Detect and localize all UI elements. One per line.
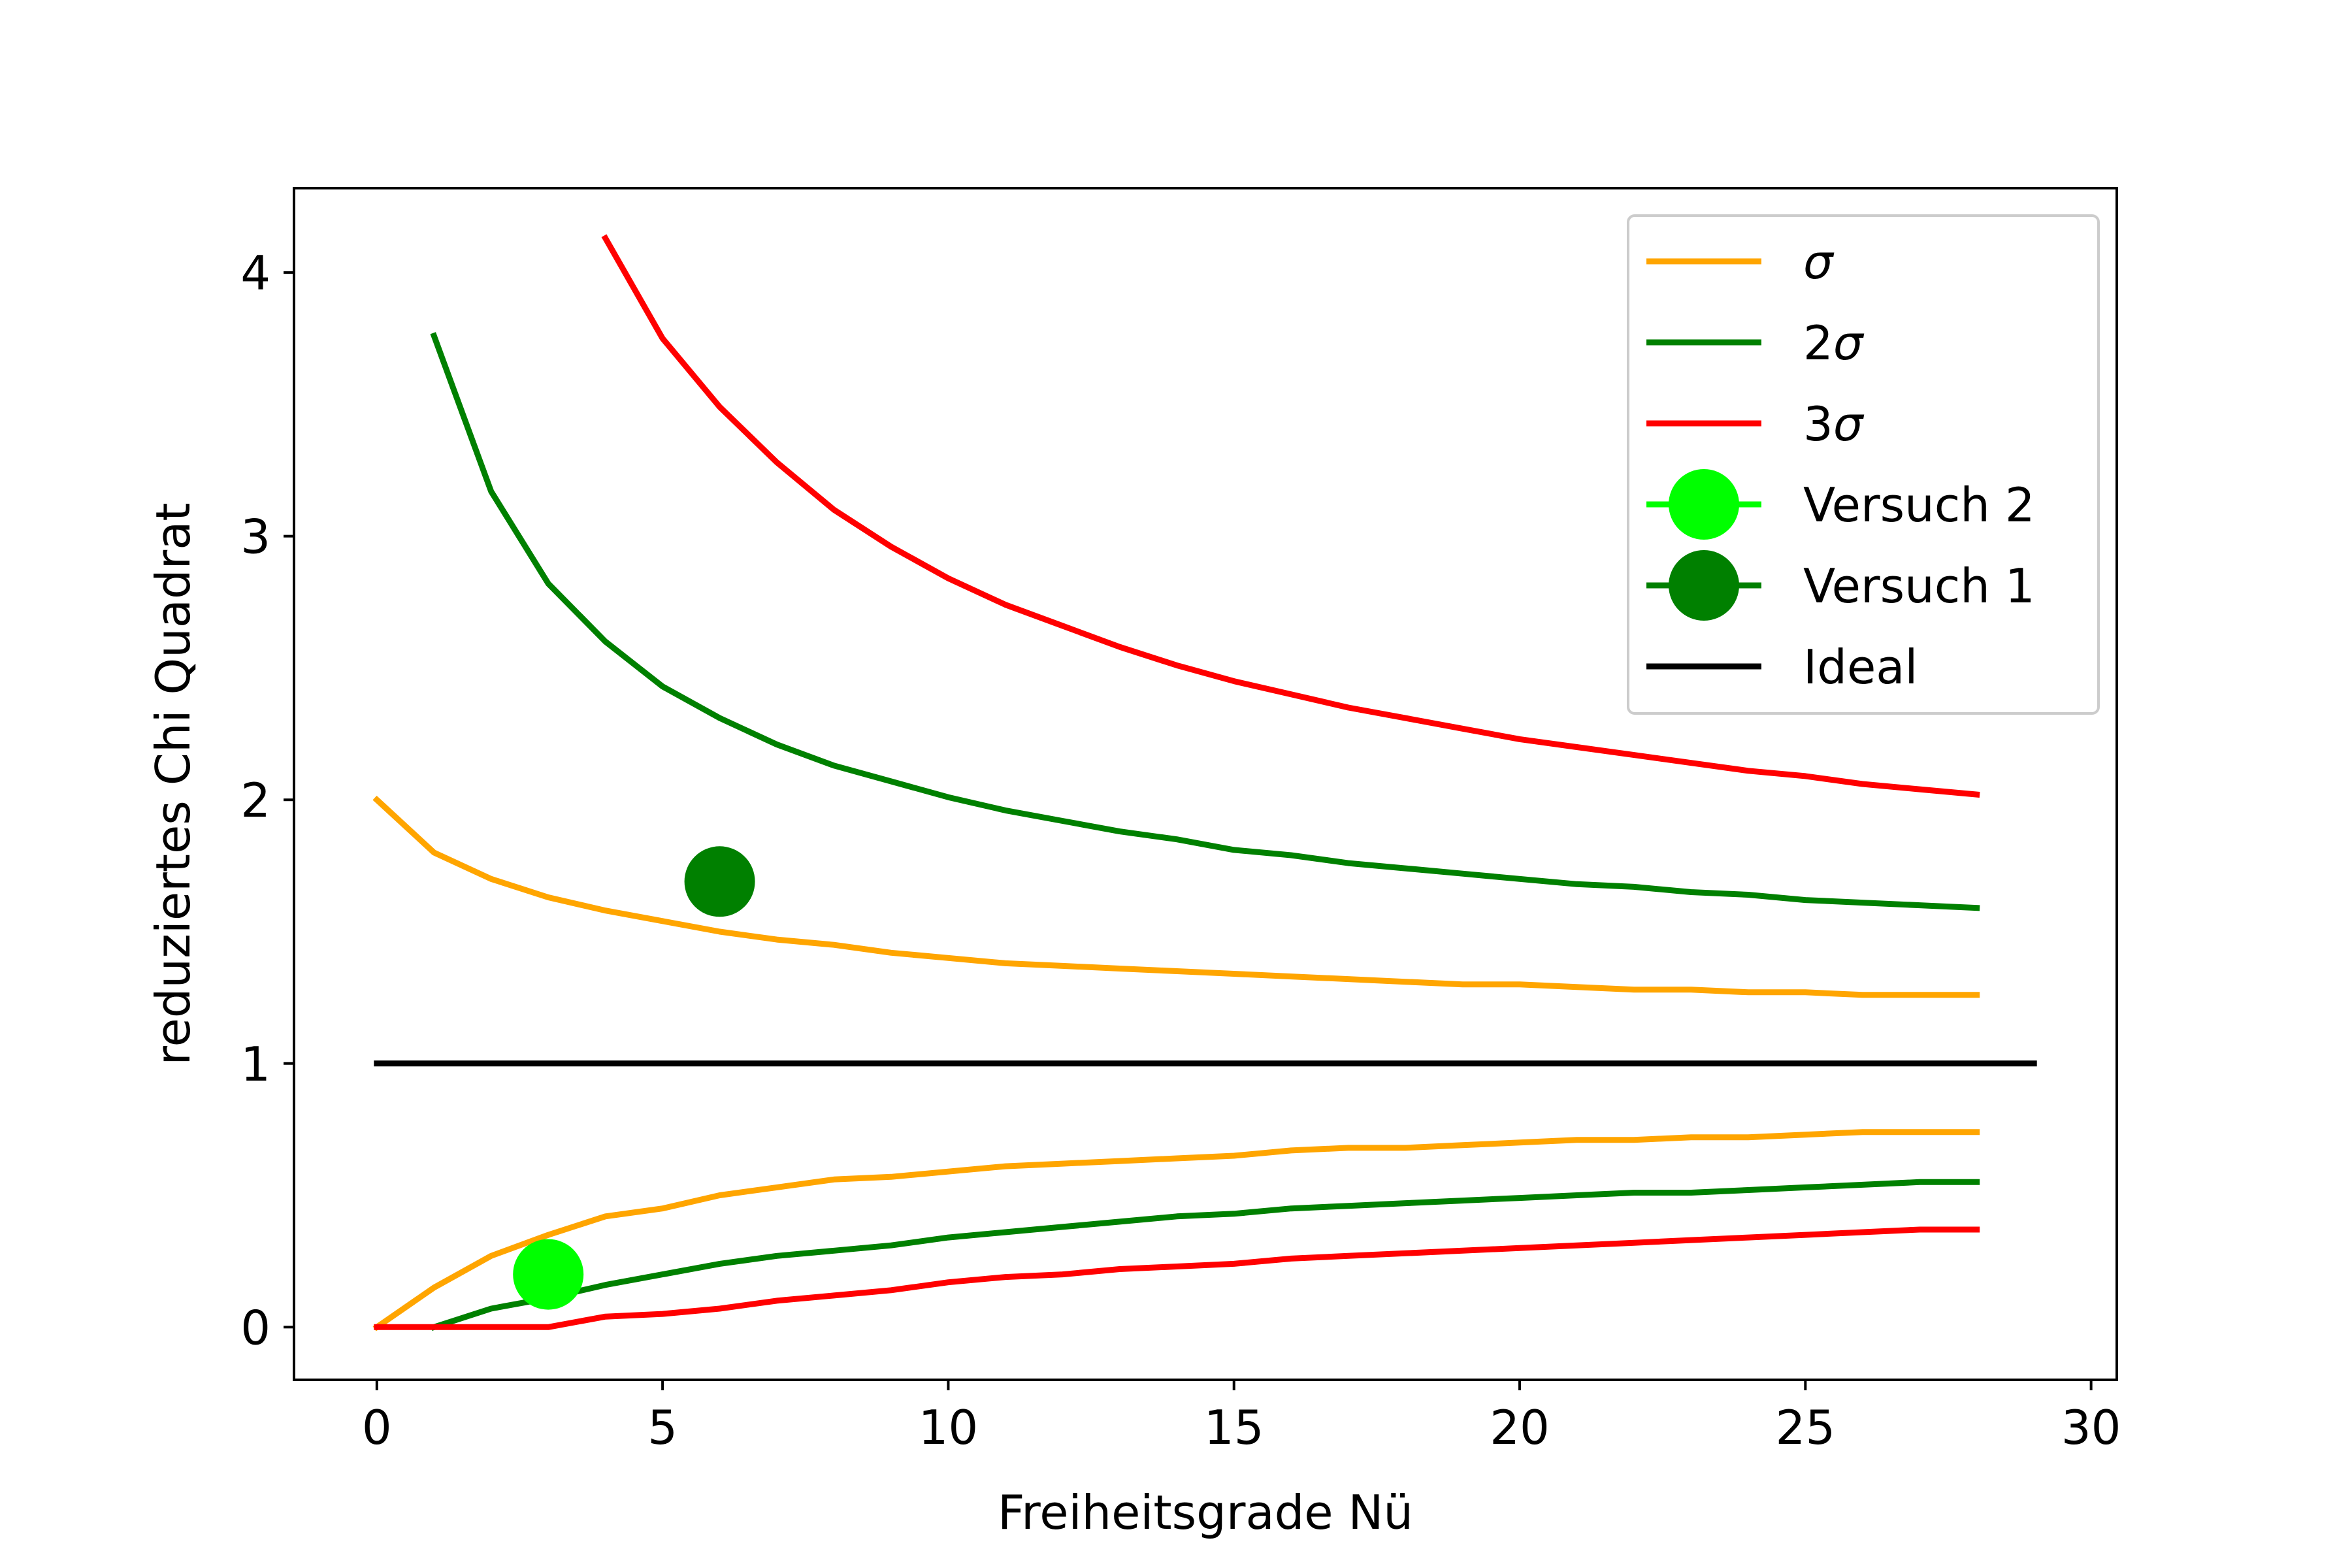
- legend-label-sigma: σ: [1803, 235, 1835, 289]
- series-line-sigma-2: [372, 1129, 1980, 1331]
- x-tick-label: 20: [1490, 1400, 1550, 1455]
- series-line-2sigma-1: [430, 332, 1980, 911]
- legend-label-3sigma: 3σ: [1803, 397, 1865, 451]
- legend-label-ideal: Ideal: [1803, 640, 1918, 694]
- plot-frame: [293, 187, 2118, 1381]
- data-point-versuch-2: [513, 1239, 584, 1310]
- x-tick-label: 0: [362, 1400, 392, 1455]
- legend-marker-versuch-2: [1669, 469, 1739, 540]
- y-tick-label: 1: [240, 1037, 270, 1092]
- x-tick-label: 25: [1776, 1400, 1836, 1455]
- legend-label-versuch-2: Versuch 2: [1803, 478, 2035, 532]
- series-line-3sigma-1: [601, 234, 1980, 798]
- y-tick-label: 2: [240, 773, 270, 828]
- y-axis-label: reduziertes Chi Quadrat: [146, 502, 201, 1065]
- data-point-versuch-1: [684, 846, 755, 917]
- y-tick-label: 3: [240, 510, 270, 564]
- y-tick-label: 0: [240, 1300, 270, 1355]
- plot-layer: [372, 234, 2037, 1331]
- series-line-2sigma-2: [430, 1179, 1980, 1331]
- legend-label-2sigma: 2σ: [1803, 316, 1865, 370]
- legend-box: [1627, 214, 2100, 715]
- legend: σ 2σ 3σ Versuch 2 Versuch 1 Ideal: [1627, 214, 2100, 715]
- axis-ticks: 0 5 10 15 20 25 30 0 1 2 3 4: [240, 246, 2121, 1455]
- series-line-3sigma-2: [374, 1226, 1980, 1330]
- y-tick-label: 4: [240, 246, 270, 301]
- series-line-sigma-1: [372, 795, 1980, 998]
- x-tick-label: 10: [919, 1400, 979, 1455]
- x-tick-label: 30: [2061, 1400, 2121, 1455]
- x-tick-label: 15: [1204, 1400, 1264, 1455]
- legend-marker-versuch-1: [1669, 550, 1739, 621]
- x-axis-label: Freiheitsgrade Nü: [998, 1485, 1413, 1540]
- x-tick-label: 5: [647, 1400, 678, 1455]
- legend-label-versuch-1: Versuch 1: [1803, 559, 2035, 613]
